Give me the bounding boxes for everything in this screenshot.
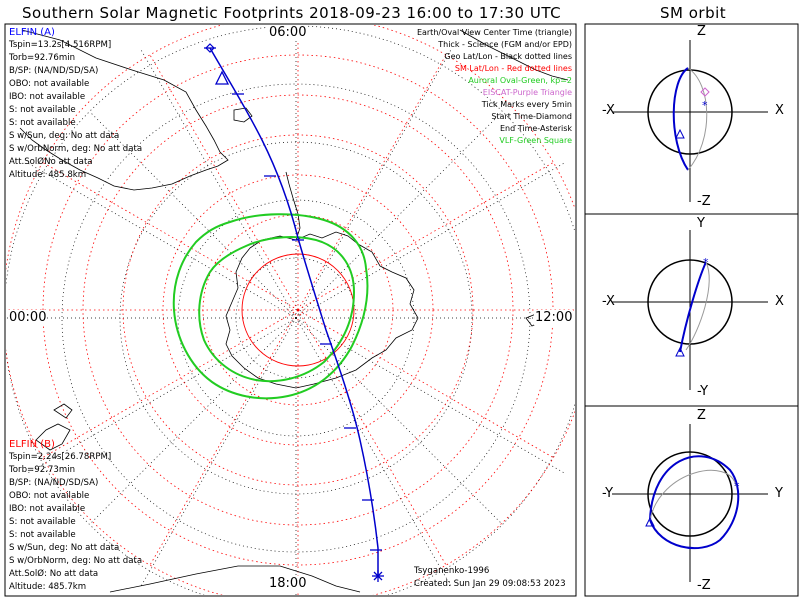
svg-text:*: *: [734, 480, 740, 493]
elfin-b-info: ELFIN (B) Tspin=2.24s[26.78RPM] Torb=92.7…: [9, 438, 142, 594]
legend-item: Earth/Oval View Center Time (triangle): [416, 28, 572, 37]
elfin-a-line: Torb=92.76min: [9, 53, 76, 63]
antarctica-coastline: [225, 231, 419, 389]
elfin-a-line: OBO: not available: [9, 79, 90, 89]
orbit-path-xy: [679, 261, 707, 353]
orbit-path-yz: [649, 455, 740, 550]
orbit-yz-bottom: -Z: [697, 578, 711, 593]
orbit-tick-marks: [204, 47, 382, 551]
elfin-b-line: IBO: not available: [9, 504, 86, 514]
australia-coastline: [109, 565, 361, 593]
legend-item: Thick - Science (FGM and/or EPD): [438, 40, 572, 49]
legend-item: SM Lat/Lon - Red dotted lines: [454, 64, 572, 73]
legend-item: End Time-Asterisk: [499, 124, 572, 133]
elfin-b-line: S: not available: [9, 530, 76, 540]
elfin-a-line: S w/OrbNorm, deg: No att data: [9, 144, 143, 154]
footprint-map: [6, 25, 575, 595]
orbit-xy-bottom: -Y: [697, 384, 709, 399]
elfin-a-line: IBO: not available: [9, 92, 86, 102]
legend-item: Tick Marks every 5min: [481, 100, 572, 109]
clock-label-bottom: 18:00: [268, 576, 308, 591]
orbit-title: SM orbit: [660, 4, 727, 22]
orbit-xz-left: -X: [602, 103, 615, 118]
clock-label-top: 06:00: [268, 25, 308, 40]
orbit-xy-right: X: [775, 294, 784, 309]
orbit-yz-right: Y: [775, 486, 783, 501]
orbit-xy-top: Y: [697, 216, 705, 231]
elfin-b-line: Att.SolØ: No att data: [9, 569, 99, 579]
elfin-b-name: ELFIN (B): [9, 439, 55, 450]
new-zealand: [35, 403, 73, 451]
auroral-oval-inner: [198, 236, 356, 383]
elfin-b-line: OBO: not available: [9, 491, 90, 501]
elfin-a-line: Altitude: 485.8km: [9, 170, 87, 180]
orbit-footprint-track: [209, 47, 379, 576]
elfin-a-line: S: not available: [9, 105, 76, 115]
elfin-a-line: Att.SolØNo att data: [9, 157, 93, 167]
orbit-path-xz: [672, 67, 689, 171]
legend-item: Auroral Oval-Green, kp=2: [468, 76, 572, 85]
elfin-a-line: Tspin=13.2s[4.516RPM]: [9, 40, 112, 50]
elfin-b-line: S w/OrbNorm, deg: No att data: [9, 556, 143, 566]
orbit-panel-xz: *: [612, 40, 768, 202]
elfin-a-name: ELFIN (A): [9, 27, 55, 38]
start-diamond-xz: [700, 87, 710, 97]
page-title: Southern Solar Magnetic Footprints 2018-…: [22, 4, 562, 22]
legend-item: VLF-Green Square: [499, 136, 572, 145]
svg-text:*: *: [703, 256, 709, 269]
antarctic-peninsula: [285, 171, 301, 241]
orbit-panel-yz: *: [612, 424, 768, 582]
orbit-yz-top: Z: [697, 408, 706, 423]
falkland-islands: [233, 107, 253, 123]
start-diamond: [205, 43, 215, 53]
clock-label-right: 12:00: [534, 310, 574, 325]
legend-item: Geo Lat/Lon - Black dotted lines: [444, 52, 572, 61]
model-label: Tsyganenko-1996: [414, 566, 490, 576]
map-panel-border: [4, 23, 577, 597]
elfin-b-line: B/SP: (NA/ND/SD/SA): [9, 478, 99, 488]
created-label: Created: Sun Jan 29 09:08:53 2023: [414, 579, 566, 589]
elfin-b-line: Altitude: 485.7km: [9, 582, 87, 592]
earth-circle-yz: [647, 451, 733, 537]
elfin-b-line: S w/Sun, deg: No att data: [9, 543, 120, 553]
end-asterisk: [372, 570, 384, 582]
legend: Earth/Oval View Center Time (triangle) Th…: [417, 27, 572, 147]
orbit-panel-border: [584, 23, 799, 597]
legend-item: Start Time-Diamond: [491, 112, 572, 121]
orbit-xz-bottom: -Z: [697, 194, 711, 209]
elfin-a-line: S w/Sun, deg: No att data: [9, 131, 120, 141]
south-america-coastline: [19, 29, 229, 191]
clock-label-left: 00:00: [8, 310, 48, 325]
orbit-panel-xy: *: [612, 230, 768, 390]
elfin-b-line: S: not available: [9, 517, 76, 527]
orbit-xz-top: Z: [697, 24, 706, 39]
view-center-triangle: [214, 70, 230, 85]
orbit-xy-left: -X: [602, 294, 615, 309]
legend-item: EISCAT-Purple Triangle: [482, 88, 572, 97]
orbit-yz-left: -Y: [602, 486, 614, 501]
elfin-b-line: Torb=92.73min: [9, 465, 76, 475]
elfin-a-info: ELFIN (A) Tspin=13.2s[4.516RPM] Torb=92.7…: [9, 26, 142, 182]
orbit-xz-right: X: [775, 103, 784, 118]
elfin-b-line: Tspin=2.24s[26.78RPM]: [9, 452, 112, 462]
elfin-a-line: S: not available: [9, 118, 76, 128]
auroral-oval-outer: [172, 213, 369, 400]
view-triangle-xz: [675, 128, 685, 139]
end-asterisk-xz: *: [702, 99, 708, 112]
elfin-a-line: B/SP: (NA/ND/SD/SA): [9, 66, 99, 76]
africa-coastline: [459, 29, 569, 81]
